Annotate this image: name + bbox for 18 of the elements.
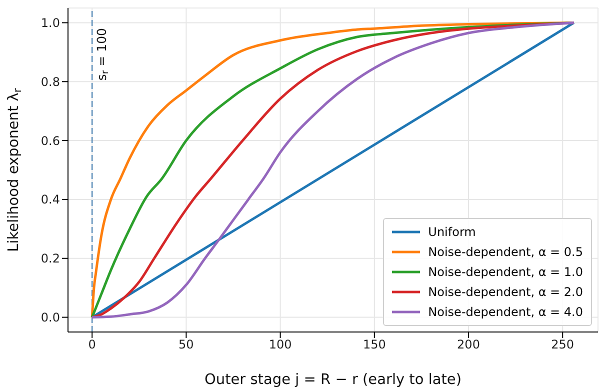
x-tick-label: 50 — [178, 338, 194, 352]
legend-label: Noise-dependent, α = 1.0 — [428, 264, 583, 281]
legend-label: Uniform — [428, 224, 476, 241]
x-tick-label: 150 — [362, 338, 386, 352]
x-tick-label: 200 — [457, 338, 480, 352]
y-tick-label: 0.0 — [40, 310, 60, 325]
legend-label: Noise-dependent, α = 0.5 — [428, 244, 583, 261]
y-tick-label: 0.6 — [40, 134, 60, 148]
y-tick-label: 0.2 — [40, 252, 60, 266]
y-tick-label: 0.8 — [40, 74, 60, 89]
x-tick-label: 100 — [268, 338, 292, 352]
x-axis-title: Outer stage j = R − r (early to late) — [204, 372, 462, 388]
legend-label: Noise-dependent, α = 2.0 — [428, 284, 583, 301]
x-tick-label: 0 — [88, 338, 96, 352]
legend-label: Noise-dependent, α = 4.0 — [428, 304, 583, 321]
y-tick-label: 0.4 — [40, 192, 60, 207]
y-tick-label: 1.0 — [40, 16, 60, 30]
x-tick-label: 250 — [551, 338, 574, 352]
